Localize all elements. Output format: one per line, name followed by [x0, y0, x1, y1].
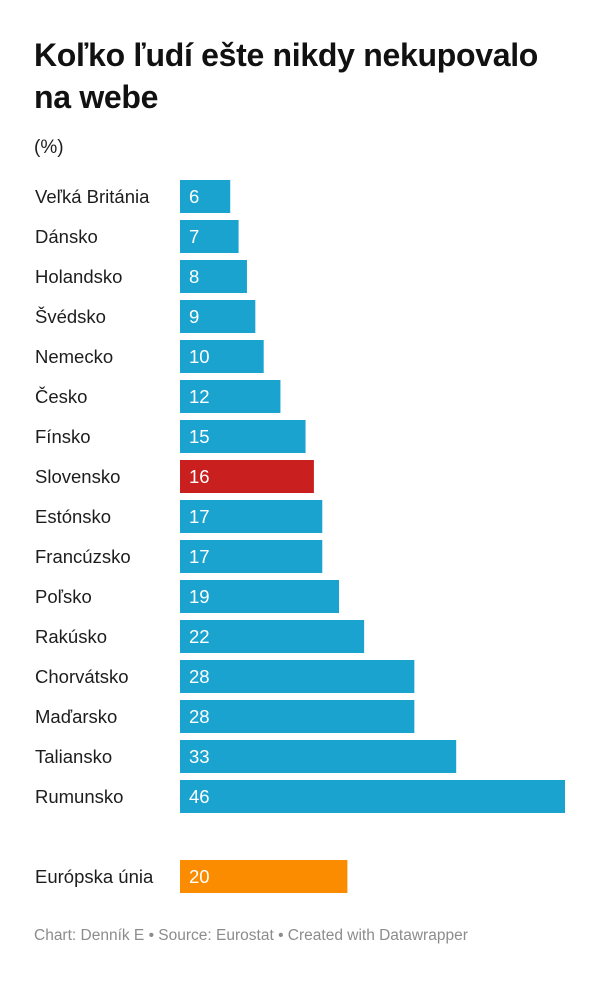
bar-row-estonsko: Estónsko 17 — [35, 500, 323, 533]
category-label-holandsko: Holandsko — [35, 266, 122, 287]
bar-row-chorvatsko: Chorvátsko 28 — [35, 660, 415, 693]
bar-svedsko — [180, 300, 256, 333]
bar-taliansko — [180, 740, 457, 773]
bar-row-polsko: Poľsko 19 — [35, 580, 340, 613]
category-label-madarsko: Maďarsko — [35, 706, 117, 727]
bar-row-nemecko: Nemecko 10 — [35, 340, 264, 373]
category-label-cesko: Česko — [35, 386, 87, 407]
category-label-svedsko: Švédsko — [35, 306, 106, 327]
value-label-rakusko: 22 — [189, 626, 210, 647]
bar-chart: Veľká Británia 6 Dánsko 7 Holandsko 8 Švédsko 9… — [35, 180, 565, 893]
bar-chorvatsko — [180, 660, 415, 693]
unit-label: (%) — [34, 137, 64, 158]
value-label-holandsko: 8 — [189, 266, 199, 287]
category-label-taliansko: Taliansko — [35, 746, 112, 767]
category-label-rakusko: Rakúsko — [35, 626, 107, 647]
value-label-velka-britania: 6 — [189, 186, 199, 207]
value-label-nemecko: 10 — [189, 346, 210, 367]
value-label-rumunsko: 46 — [189, 786, 210, 807]
category-label-rumunsko: Rumunsko — [35, 786, 123, 807]
category-label-francuzsko: Francúzsko — [35, 546, 131, 567]
category-label-finsko: Fínsko — [35, 426, 91, 447]
bar-row-holandsko: Holandsko 8 — [35, 260, 247, 293]
value-label-dansko: 7 — [189, 226, 199, 247]
value-label-slovensko: 16 — [189, 466, 210, 487]
bar-row-finsko: Fínsko 15 — [35, 420, 306, 453]
value-label-finsko: 15 — [189, 426, 210, 447]
bar-europska-unia — [180, 860, 348, 893]
bar-francuzsko — [180, 540, 323, 573]
bar-row-europska-unia: Európska únia 20 — [35, 860, 348, 893]
bar-row-rakusko: Rakúsko 22 — [35, 620, 365, 653]
category-label-estonsko: Estónsko — [35, 506, 111, 527]
bar-polsko — [180, 580, 340, 613]
bar-cesko — [180, 380, 281, 413]
value-label-chorvatsko: 28 — [189, 666, 210, 687]
category-label-velka-britania: Veľká Británia — [35, 186, 150, 207]
value-label-madarsko: 28 — [189, 706, 210, 727]
bar-rakusko — [180, 620, 365, 653]
value-label-cesko: 12 — [189, 386, 210, 407]
value-label-estonsko: 17 — [189, 506, 210, 527]
bar-row-madarsko: Maďarsko 28 — [35, 700, 415, 733]
chart-footer: Chart: Denník E • Source: Eurostat • Cre… — [34, 927, 468, 944]
chart-title: Koľko ľudí ešte nikdy nekupovalo na webe — [34, 37, 539, 115]
category-label-nemecko: Nemecko — [35, 346, 113, 367]
category-label-polsko: Poľsko — [35, 586, 92, 607]
value-label-svedsko: 9 — [189, 306, 199, 327]
bar-row-taliansko: Taliansko 33 — [35, 740, 457, 773]
bar-slovensko — [180, 460, 314, 493]
bar-row-francuzsko: Francúzsko 17 — [35, 540, 323, 573]
bar-row-rumunsko: Rumunsko 46 — [35, 780, 565, 813]
bar-dansko — [180, 220, 239, 253]
bar-finsko — [180, 420, 306, 453]
bar-row-svedsko: Švédsko 9 — [35, 300, 256, 333]
bar-velka-britania — [180, 180, 231, 213]
value-label-taliansko: 33 — [189, 746, 210, 767]
bar-estonsko — [180, 500, 323, 533]
bar-row-dansko: Dánsko 7 — [35, 220, 239, 253]
bar-row-slovensko: Slovensko 16 — [35, 460, 314, 493]
bar-row-velka-britania: Veľká Británia 6 — [35, 180, 231, 213]
category-label-dansko: Dánsko — [35, 226, 98, 247]
category-label-europska-unia: Európska únia — [35, 866, 154, 887]
value-label-francuzsko: 17 — [189, 546, 210, 567]
bar-holandsko — [180, 260, 247, 293]
bar-nemecko — [180, 340, 264, 373]
bar-madarsko — [180, 700, 415, 733]
value-label-polsko: 19 — [189, 586, 210, 607]
bar-rumunsko — [180, 780, 565, 813]
category-label-chorvatsko: Chorvátsko — [35, 666, 129, 687]
category-label-slovensko: Slovensko — [35, 466, 120, 487]
value-label-europska-unia: 20 — [189, 866, 210, 887]
bar-row-cesko: Česko 12 — [35, 380, 281, 413]
